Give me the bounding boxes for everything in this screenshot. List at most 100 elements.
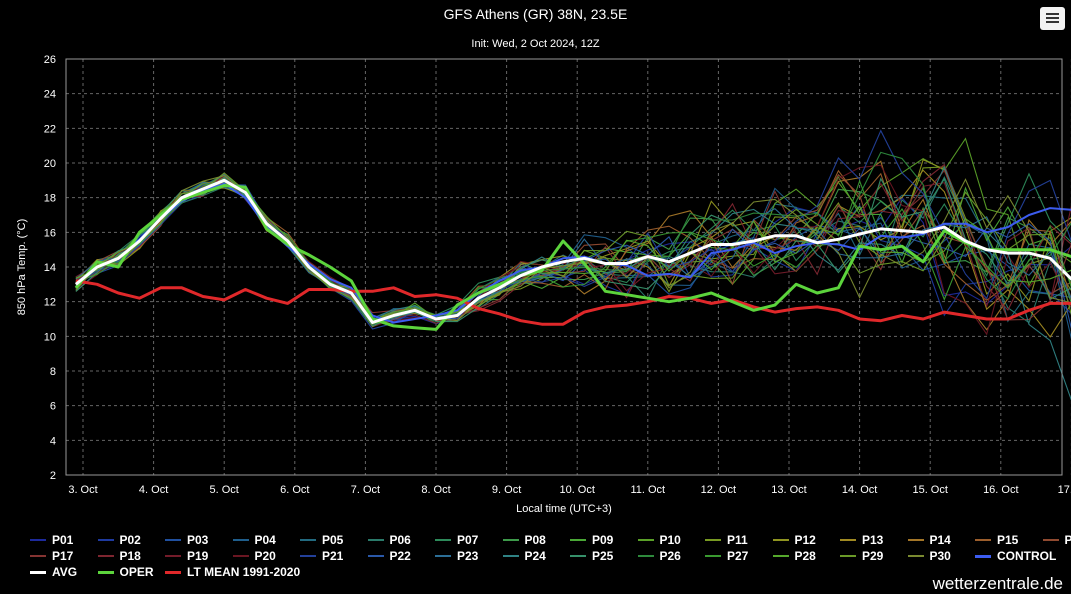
y-tick-label: 26 xyxy=(44,54,56,66)
legend-swatch xyxy=(570,555,586,557)
legend-swatch xyxy=(705,539,721,541)
legend-swatch xyxy=(97,555,114,557)
legend-label: CONTROL xyxy=(997,549,1057,563)
legend-label: P30 xyxy=(929,549,951,563)
series-line-oper xyxy=(74,184,1071,331)
chart-title: GFS Athens (GR) 38N, 23.5E xyxy=(443,6,628,22)
legend-label: P08 xyxy=(524,533,546,547)
ensemble-members xyxy=(75,129,1071,401)
legend-swatch xyxy=(435,539,451,541)
legend-label: P09 xyxy=(592,533,614,547)
series-line-lt-mean-1991-2020 xyxy=(75,279,1071,326)
legend-swatch xyxy=(1042,539,1059,541)
x-tick-label: 15. Oct xyxy=(912,484,947,496)
legend-swatch xyxy=(30,571,46,574)
y-axis-title: 850 hPa Temp. (°C) xyxy=(16,219,28,316)
legend-label: P01 xyxy=(52,533,74,547)
legend-label: P29 xyxy=(862,549,884,563)
legend-label: P25 xyxy=(592,549,614,563)
legend-label: P11 xyxy=(727,533,748,547)
y-tick-label: 14 xyxy=(44,262,56,274)
x-axis-title: Local time (UTC+3) xyxy=(516,503,612,515)
legend-label: P26 xyxy=(659,549,681,563)
legend-label: OPER xyxy=(119,565,154,579)
y-tick-label: 8 xyxy=(50,366,56,378)
legend-label: P07 xyxy=(457,533,479,547)
key-series xyxy=(74,178,1071,331)
x-tick-label: 9. Oct xyxy=(492,484,521,496)
plot-frame xyxy=(65,58,1063,476)
legend-label: P03 xyxy=(187,533,209,547)
member-line-p15 xyxy=(75,169,1071,328)
legend-label: P22 xyxy=(389,549,411,563)
legend-label: P05 xyxy=(322,533,344,547)
chart-menu-button[interactable] xyxy=(1040,7,1065,30)
brand-watermark: wetterzentrale.de xyxy=(932,574,1063,593)
legend-label: P06 xyxy=(389,533,411,547)
x-tick-label: 5. Oct xyxy=(210,484,239,496)
x-tick-label: 14. Oct xyxy=(842,484,877,496)
legend-label: P12 xyxy=(794,533,816,547)
legend-swatch xyxy=(165,539,181,541)
x-tick-label: 17. ... xyxy=(1058,484,1071,496)
x-tick-label: 3. Oct xyxy=(68,484,97,496)
legend-swatch xyxy=(705,555,721,557)
y-tick-label: 2 xyxy=(50,470,56,482)
legend-label: P18 xyxy=(119,549,141,563)
y-tick-label: 20 xyxy=(44,158,56,170)
legend-label: LT MEAN 1991-2020 xyxy=(187,565,301,579)
menu-icon-bar xyxy=(1046,21,1059,23)
legend-label: P21 xyxy=(322,549,344,563)
legend-swatch xyxy=(97,571,114,574)
legend-swatch xyxy=(772,539,789,541)
legend-swatch xyxy=(232,539,249,541)
legend-label: P17 xyxy=(52,549,74,563)
legend-swatch xyxy=(232,555,249,557)
y-tick-label: 10 xyxy=(44,331,56,343)
menu-icon-bar xyxy=(1046,13,1059,15)
legend-swatch xyxy=(840,555,856,557)
menu-icon-bar xyxy=(1046,17,1059,19)
legend-label: P15 xyxy=(997,533,1019,547)
legend-swatch xyxy=(772,555,789,557)
legend-label: P24 xyxy=(524,549,546,563)
y-tick-label: 18 xyxy=(44,193,56,205)
legend-swatch xyxy=(840,539,856,541)
y-tick-label: 6 xyxy=(50,401,56,413)
legend-swatch xyxy=(637,539,654,541)
legend-swatch xyxy=(367,539,384,541)
legend-label: P13 xyxy=(862,533,884,547)
legend-label: P14 xyxy=(929,533,951,547)
y-tick-label: 12 xyxy=(44,297,56,309)
x-tick-label: 10. Oct xyxy=(559,484,594,496)
x-tick-label: 13. Oct xyxy=(771,484,806,496)
legend-swatch xyxy=(637,555,654,557)
x-tick-label: 8. Oct xyxy=(421,484,450,496)
legend-label: P27 xyxy=(727,549,749,563)
legend-label: P02 xyxy=(119,533,141,547)
legend-label: P16 xyxy=(1064,533,1071,547)
legend-label: P04 xyxy=(254,533,276,547)
legend-swatch xyxy=(165,555,181,557)
x-tick-label: 7. Oct xyxy=(351,484,380,496)
legend-swatch xyxy=(907,539,924,541)
legend-swatch xyxy=(300,555,316,557)
legend-swatch xyxy=(30,539,46,541)
legend-label: P19 xyxy=(187,549,209,563)
legend-swatch xyxy=(165,571,181,574)
legend-swatch xyxy=(97,539,114,541)
legend-label: P28 xyxy=(794,549,816,563)
legend-swatch xyxy=(975,539,991,541)
legend-swatch xyxy=(502,539,519,541)
x-tick-label: 11. Oct xyxy=(630,484,665,496)
y-tick-label: 16 xyxy=(44,227,56,239)
y-tick-label: 22 xyxy=(44,123,56,135)
legend-label: P20 xyxy=(254,549,276,563)
legend-swatch xyxy=(30,555,46,557)
chart-subtitle: Init: Wed, 2 Oct 2024, 12Z xyxy=(471,38,600,50)
legend-swatch xyxy=(367,555,384,557)
x-tick-label: 6. Oct xyxy=(280,484,309,496)
y-tick-label: 4 xyxy=(50,435,56,447)
